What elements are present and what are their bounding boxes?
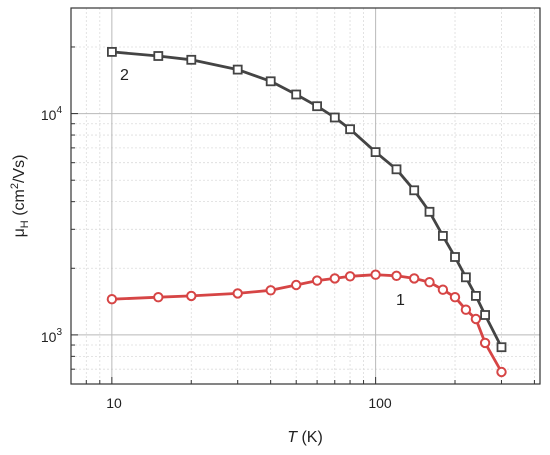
series-1-point: [186, 290, 197, 302]
series-2-point: [409, 185, 420, 196]
minor-grid: [70, 7, 540, 385]
series-2-point: [329, 112, 340, 123]
series-2-point: [312, 101, 323, 112]
series-1-point: [424, 277, 435, 288]
series-1-point: [460, 304, 472, 315]
series-2-point: [186, 54, 197, 65]
x-tick-label-10: 10: [106, 395, 122, 411]
series-2-point: [107, 47, 117, 57]
series-1-point: [265, 285, 276, 296]
series-2-point: [480, 310, 491, 320]
series-1-point: [232, 288, 243, 299]
series-2-point: [460, 272, 471, 283]
series-1-point: [449, 292, 461, 303]
series-1-point: [479, 337, 491, 349]
y-tick-label-1000: 103: [41, 327, 63, 345]
series-layer: [106, 47, 507, 378]
series-1-point: [370, 269, 381, 280]
series-1-point: [437, 284, 449, 295]
series-1-point: [391, 270, 402, 281]
series-2-point: [450, 252, 460, 262]
plot-frame: [70, 7, 541, 385]
series-2-point: [424, 206, 435, 217]
series-2-point: [370, 147, 381, 158]
series-1-point: [106, 294, 118, 305]
series-1-point: [153, 292, 164, 303]
series-2-point: [232, 64, 243, 75]
x-tick-label-100: 100: [368, 395, 392, 411]
curve-label-1: 1: [396, 292, 405, 309]
x-axis-title: T (K): [287, 429, 323, 446]
tick-marks: [70, 7, 535, 385]
y-axis-title: μH (cm2/Vs): [9, 155, 31, 238]
series-2-point: [153, 51, 164, 61]
series-1-point: [344, 271, 356, 282]
series-2-point: [291, 89, 302, 100]
series-2-point: [345, 124, 356, 135]
series-1-point: [470, 313, 482, 325]
series-1-point: [329, 273, 340, 284]
series-2-point: [391, 164, 402, 175]
series-1-point: [496, 366, 507, 378]
series-2-point: [470, 290, 481, 301]
series-1-point: [409, 273, 420, 284]
curve-label-2: 2: [120, 67, 129, 84]
series-2-point: [496, 342, 507, 353]
series-2-line: [111, 50, 503, 348]
series-1-point: [291, 279, 302, 291]
series-2-point: [265, 76, 276, 87]
series-1-point: [311, 275, 323, 286]
series-2-point: [437, 230, 448, 241]
major-grid: [71, 8, 540, 384]
y-tick-label-10000: 104: [41, 105, 63, 123]
